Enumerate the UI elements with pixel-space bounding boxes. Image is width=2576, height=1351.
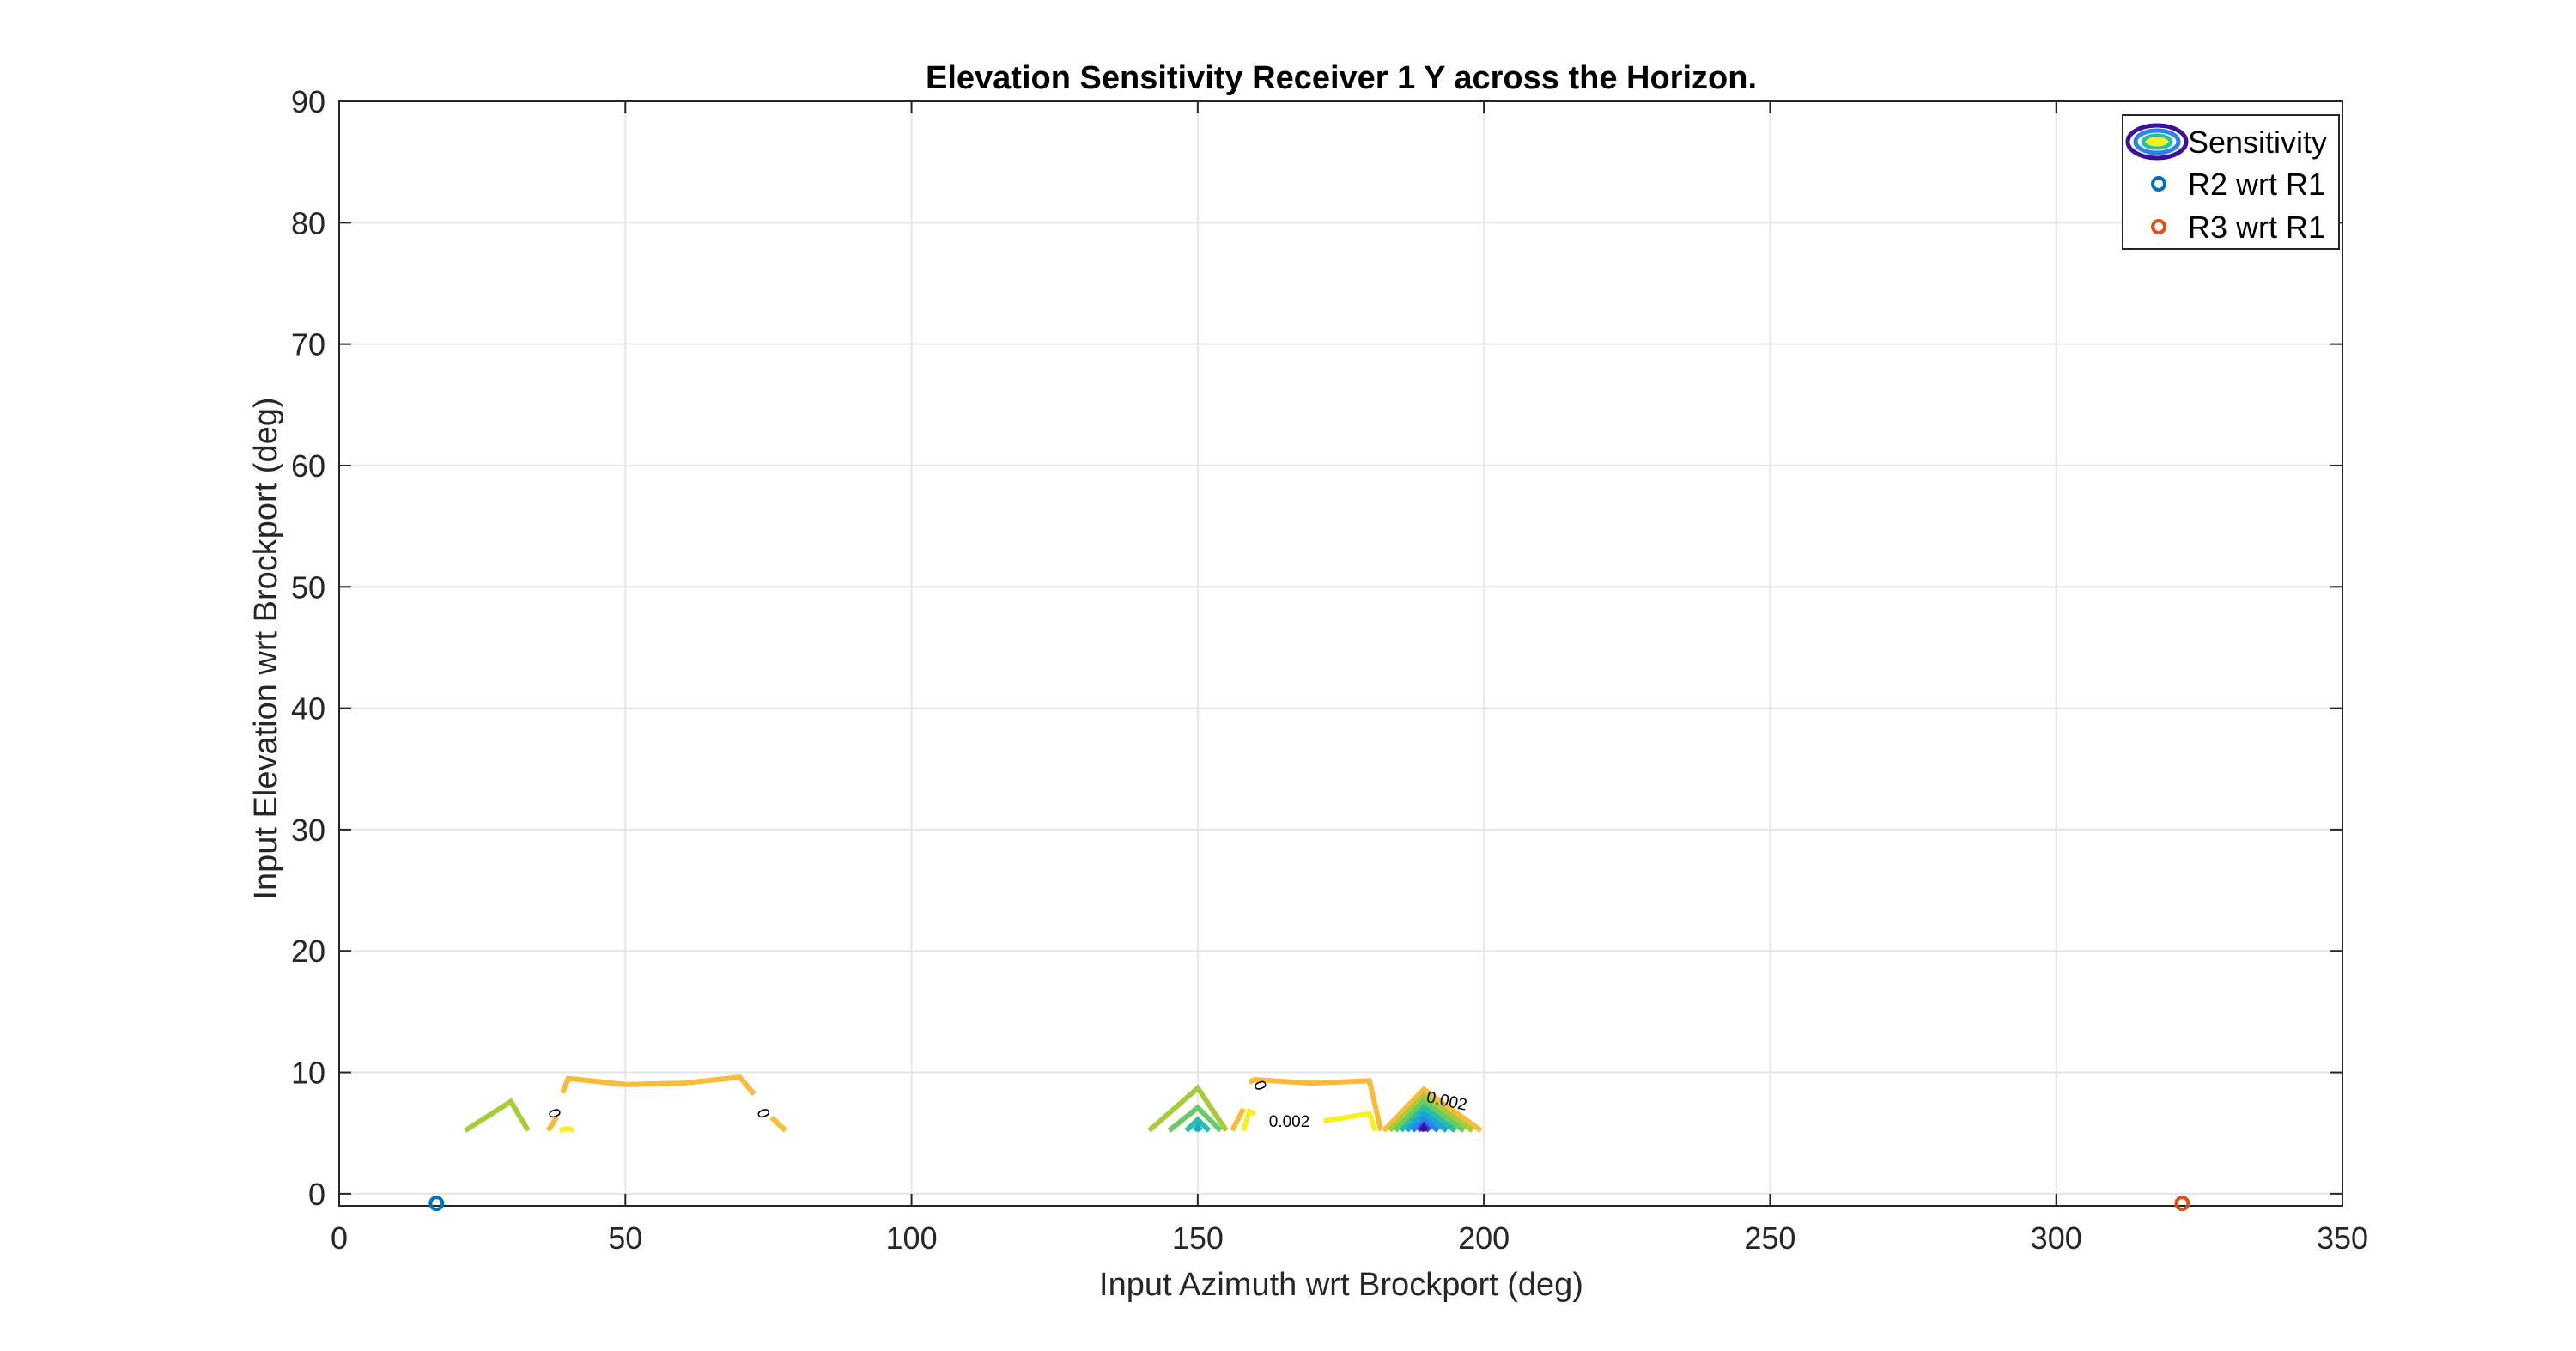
contour-line (1167, 1104, 1223, 1133)
x-tick-label: 150 (1172, 1220, 1224, 1256)
x-tick-label: 100 (886, 1220, 938, 1256)
contour-line (1393, 1098, 1466, 1133)
y-tick-label: 90 (291, 84, 325, 119)
contour-line (1419, 1123, 1429, 1133)
y-tick-label: 50 (291, 569, 325, 605)
y-tick-label: 60 (291, 448, 325, 484)
x-tick-label: 0 (331, 1220, 348, 1256)
y-tick-label: 30 (291, 812, 325, 848)
contour-line (1248, 1076, 1384, 1132)
plot-area (338, 100, 2343, 1207)
contour-line (1399, 1104, 1457, 1133)
x-axis-label: Input Azimuth wrt Brockport (deg) (1099, 1267, 1583, 1303)
contour-line (1382, 1086, 1483, 1133)
y-axis-label: Input Elevation wrt Brockport (deg) (248, 397, 284, 899)
x-tick-label: 250 (1744, 1220, 1795, 1256)
contour-line (1184, 1116, 1212, 1133)
contour-line (545, 1116, 559, 1133)
contour-line (1323, 1111, 1378, 1132)
y-tick-label: 80 (291, 205, 325, 240)
y-tick-label: 20 (291, 934, 325, 969)
contour-line (1241, 1107, 1256, 1132)
contour-line (1405, 1110, 1449, 1133)
contour-line (1230, 1107, 1246, 1132)
legend-label-r3: R3 wrt R1 (2188, 210, 2325, 245)
contour-label: 0 (753, 1106, 773, 1121)
x-tick-label: 50 (608, 1220, 642, 1256)
r2-marker (428, 1196, 445, 1212)
chart-title: Elevation Sensitivity Receiver 1 Y acros… (926, 60, 1757, 96)
contour-line (463, 1098, 531, 1133)
legend-label-sensitivity: Sensitivity (2188, 125, 2327, 160)
legend-r3-marker-icon (2151, 219, 2166, 234)
contour-label: 0.002 (1269, 1113, 1310, 1131)
x-tick-label: 300 (2031, 1220, 2082, 1256)
markers (428, 1196, 2190, 1212)
contour-line (1388, 1092, 1474, 1133)
y-tick-label: 10 (291, 1056, 325, 1091)
y-tick-label: 0 (308, 1177, 325, 1212)
grid (338, 100, 2343, 1206)
legend-label-r2: R2 wrt R1 (2188, 167, 2325, 202)
contour-line (1193, 1123, 1203, 1133)
contour-lines (463, 1074, 1483, 1134)
contour-line (560, 1074, 756, 1096)
contour-line (1410, 1116, 1440, 1133)
contour-line (1147, 1084, 1229, 1133)
y-tick-label: 40 (291, 691, 325, 727)
r3-marker (2174, 1196, 2190, 1212)
contour-line (769, 1115, 787, 1133)
y-tick-label: 70 (291, 327, 325, 362)
x-tick-label: 200 (1458, 1220, 1510, 1256)
x-tick-label: 350 (2317, 1220, 2368, 1256)
legend-r2-marker-icon (2151, 176, 2166, 192)
legend[interactable]: Sensitivity R2 wrt R1 R3 wrt R1 (2122, 114, 2340, 250)
contour-line (558, 1125, 575, 1134)
axis-ticks: 0 50 100 150 200 250 300 350 0 10 20 30 40 50 60 70 80 90 (291, 84, 2368, 1256)
legend-sensitivity-icon (2125, 123, 2189, 161)
